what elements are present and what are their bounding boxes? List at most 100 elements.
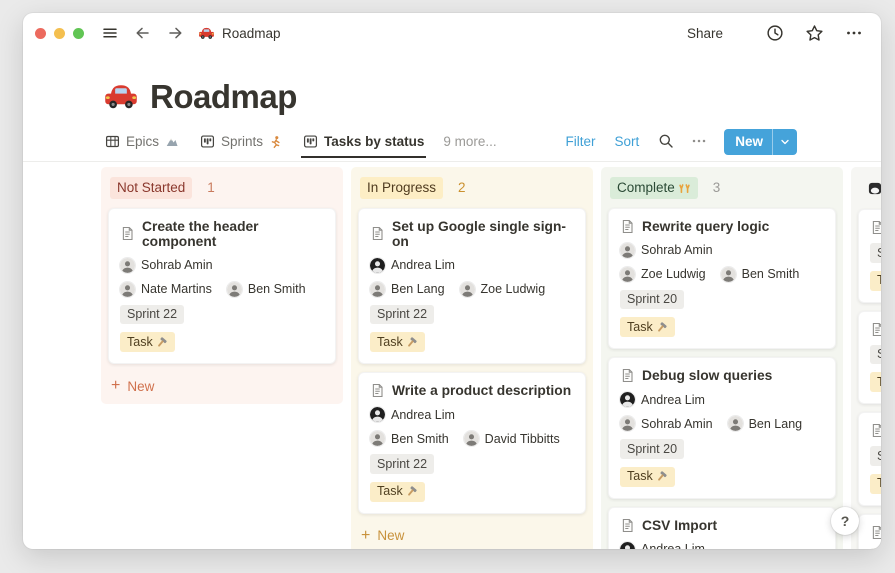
hammer-icon xyxy=(405,336,418,349)
task-card[interactable]: Rewrite query logic Sohrab Amin Zoe Ludwig… xyxy=(608,207,836,349)
hammer-icon xyxy=(655,321,668,334)
new-button[interactable]: New xyxy=(724,128,797,155)
column-status-badge[interactable]: Not Started xyxy=(110,177,193,199)
page-icon xyxy=(370,383,385,398)
filter-button[interactable]: Filter xyxy=(565,133,596,149)
share-button[interactable]: Share xyxy=(686,25,723,41)
assignee-name: Sohrab Amin xyxy=(641,243,713,257)
page-title[interactable]: Roadmap xyxy=(150,78,297,115)
avatar xyxy=(620,242,635,258)
task-card[interactable]: Create the header component Sohrab Amin Na… xyxy=(108,207,336,364)
forward-arrow-icon[interactable] xyxy=(167,25,184,41)
page-icon xyxy=(870,423,881,438)
task-card[interactable]: Set up Google single sign-on Andrea Lim Be… xyxy=(358,207,586,364)
mountain-icon xyxy=(165,135,179,148)
add-card-label: New xyxy=(127,378,155,394)
task-card[interactable]: SprintTask xyxy=(858,209,881,303)
column-status-badge[interactable]: Complete xyxy=(610,177,698,199)
chevron-down-icon[interactable] xyxy=(773,136,797,148)
assignee: Andrea Lim xyxy=(370,407,455,422)
updates-clock-icon[interactable] xyxy=(766,24,784,42)
sprint-tag-row: Sprint 20 xyxy=(620,439,824,459)
assignee: Ben Lang xyxy=(727,416,802,431)
search-icon[interactable] xyxy=(658,133,674,158)
assignee-name: Sohrab Amin xyxy=(641,416,713,431)
assignee: David Tibbitts xyxy=(463,431,560,446)
card-title-row xyxy=(870,322,881,337)
assignee: Ben Smith xyxy=(370,431,449,446)
avatar xyxy=(120,257,135,273)
board-icon xyxy=(303,134,318,149)
favorite-star-icon[interactable] xyxy=(805,24,824,43)
tab-tasks-by-status[interactable]: Tasks by status xyxy=(301,134,427,158)
minimize-window-button[interactable] xyxy=(54,27,65,39)
sprint-tag: Sprint xyxy=(870,344,881,364)
column-count: 1 xyxy=(207,180,215,196)
view-tabs: Epics Sprints Tasks by status xyxy=(103,134,443,158)
card-title-row: Write a product description xyxy=(370,383,574,398)
view-options-icon[interactable] xyxy=(691,133,707,158)
breadcrumb[interactable]: Roadmap xyxy=(198,25,281,42)
assignee: Sohrab Amin xyxy=(620,416,713,431)
page-icon xyxy=(870,525,881,540)
card-title-row: Set up Google single sign-on xyxy=(370,219,574,249)
task-tag-row: Task xyxy=(870,270,881,291)
add-card-button[interactable]: + New xyxy=(358,522,586,546)
task-tag-row: Task xyxy=(370,332,574,352)
card-title-row xyxy=(870,423,881,438)
tab-epics[interactable]: Epics xyxy=(103,134,181,158)
task-tag-row: Task xyxy=(620,317,824,337)
plus-icon: + xyxy=(361,526,371,544)
sprint-tag: Sprint 20 xyxy=(620,289,685,309)
assignee-name: Ben Smith xyxy=(391,431,449,446)
page-icon xyxy=(870,220,881,235)
sidebar-toggle-icon[interactable] xyxy=(102,25,118,41)
sort-button[interactable]: Sort xyxy=(614,133,640,149)
back-arrow-icon[interactable] xyxy=(134,25,151,41)
tab-sprints[interactable]: Sprints xyxy=(198,134,284,158)
task-card[interactable]: Debug slow queries Andrea Lim Sohrab Amin B… xyxy=(608,357,836,499)
avatar xyxy=(459,281,475,297)
assignee-name: Andrea Lim xyxy=(641,392,705,407)
more-views-button[interactable]: 9 more... xyxy=(443,133,497,149)
task-type-label: Task xyxy=(127,334,153,349)
board-column: Complete 3 Rewrite query logic Sohrab Amin Z… xyxy=(601,167,843,549)
assignee-row: Ben Lang Zoe Ludwig xyxy=(370,281,574,297)
tab-label: Tasks by status xyxy=(324,134,425,150)
task-type-label: Task xyxy=(377,484,403,499)
task-type-tag: Task xyxy=(870,270,881,291)
sprint-tag-row: Sprint 20 xyxy=(620,289,824,309)
column-status-label: Not Started xyxy=(117,180,186,195)
add-card-button[interactable]: + New xyxy=(108,372,336,396)
assignee-row: Zoe Ludwig Ben Smith xyxy=(620,266,824,282)
car-icon[interactable] xyxy=(103,79,139,115)
titlebar-actions: Share xyxy=(687,24,863,43)
task-type-label: Task xyxy=(877,273,881,288)
plus-icon: + xyxy=(111,377,121,394)
assignee-row: Andrea Lim xyxy=(620,392,824,407)
task-card[interactable]: SprintTask xyxy=(858,513,881,549)
close-window-button[interactable] xyxy=(35,27,46,39)
task-card[interactable]: SprintTask xyxy=(858,310,881,404)
avatar xyxy=(620,416,635,431)
traffic-lights xyxy=(35,27,84,39)
zoom-window-button[interactable] xyxy=(73,27,84,39)
assignee: Ben Smith xyxy=(720,266,799,282)
task-tag-row: Task xyxy=(120,332,324,352)
board-column: Not Started 1 Create the header component S… xyxy=(101,167,343,404)
task-tag-row: Task xyxy=(620,466,824,487)
column-status-badge[interactable]: In Progress xyxy=(360,177,444,199)
assignee-name: Zoe Ludwig xyxy=(641,267,706,281)
avatar xyxy=(727,416,743,431)
column-status-badge[interactable] xyxy=(860,177,881,200)
more-options-icon[interactable] xyxy=(845,25,863,41)
column-status-label: In Progress xyxy=(367,180,437,195)
help-button[interactable]: ? xyxy=(831,507,859,535)
assignee-row: Sohrab Amin xyxy=(120,257,324,273)
page-icon xyxy=(370,226,385,241)
task-type-label: Task xyxy=(627,469,653,484)
task-card[interactable]: Write a product description Andrea Lim Ben… xyxy=(358,372,586,514)
task-card[interactable]: SprintTask xyxy=(858,412,881,506)
card-title-row: Debug slow queries xyxy=(620,368,824,383)
